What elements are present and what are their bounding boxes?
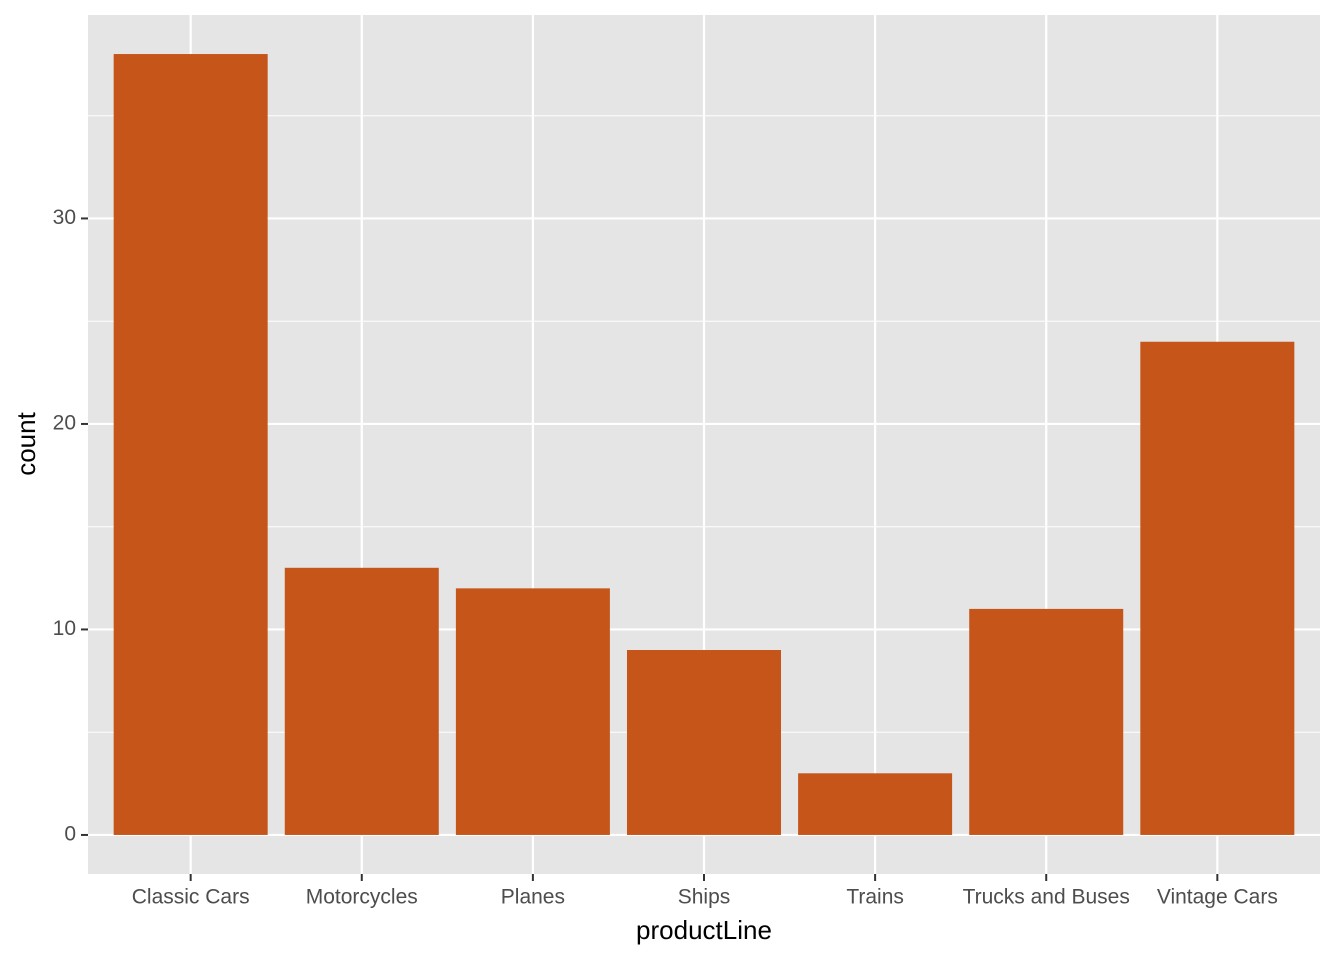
x-tick-label: Motorcycles — [306, 886, 418, 909]
y-tick-label: 30 — [53, 206, 76, 229]
x-tick-label: Trucks and Buses — [963, 886, 1130, 909]
bar — [284, 567, 439, 835]
x-tick-label: Trains — [846, 886, 904, 909]
bar — [113, 54, 268, 835]
bar — [798, 773, 953, 835]
x-tick-label: Classic Cars — [132, 886, 250, 909]
x-tick-label: Planes — [501, 886, 565, 909]
bar — [969, 608, 1124, 835]
x-tick-label: Ships — [678, 886, 731, 909]
bar — [1140, 341, 1295, 835]
bar — [627, 650, 781, 835]
y-axis-title: count — [11, 411, 41, 475]
y-tick-label: 10 — [53, 617, 76, 640]
y-tick-label: 20 — [53, 411, 76, 434]
marks — [113, 54, 1295, 835]
y-tick-label: 0 — [64, 823, 76, 846]
x-axis-title: productLine — [636, 915, 772, 945]
x-tick-label: Vintage Cars — [1157, 886, 1278, 909]
bar — [455, 588, 610, 835]
